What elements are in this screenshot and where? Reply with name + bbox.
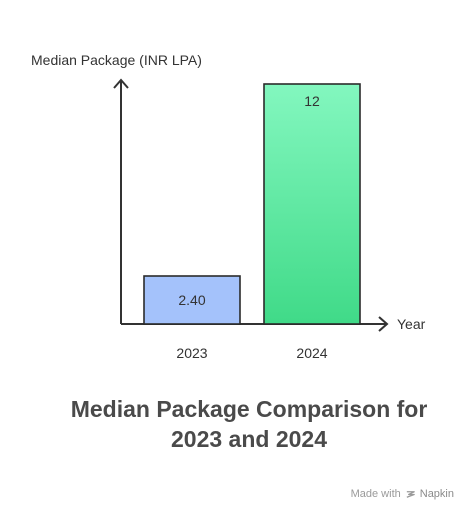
data-label-2024: 12: [304, 93, 320, 109]
y-axis-label: Median Package (INR LPA): [31, 52, 202, 68]
chart-title-line-1: Median Package Comparison for: [70, 396, 428, 422]
x-axis-label: Year: [397, 316, 426, 332]
bar-2023: [143, 275, 241, 325]
made-with-napkin-footer[interactable]: Made with Napkin: [351, 488, 454, 500]
napkin-logo-icon: [406, 490, 415, 498]
napkin-brand-label: Napkin: [419, 488, 454, 500]
x-tick-label-2024: 2024: [296, 345, 327, 361]
bar-2024: [263, 83, 361, 325]
y-axis: [113, 78, 129, 324]
chart-title: Median Package Comparison for 2023 and 2…: [0, 394, 468, 454]
x-tick-label-2023: 2023: [176, 345, 207, 361]
bars-group: 2.40 2023 12 2024: [143, 83, 361, 361]
bar-chart: Median Package (INR LPA) Year 2.40 2023 12…: [31, 52, 426, 361]
chart-title-line-2: 2023 and 2024: [170, 426, 327, 452]
data-label-2023: 2.40: [178, 292, 205, 308]
made-with-label: Made with: [350, 488, 401, 500]
